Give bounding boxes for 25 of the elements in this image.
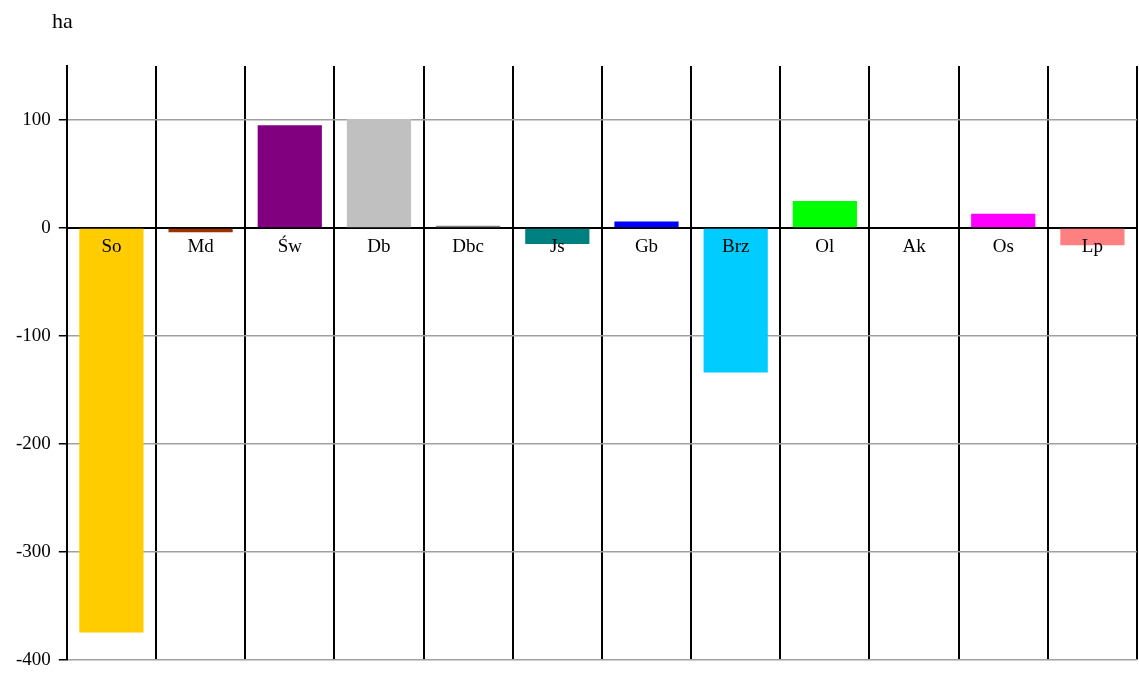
bar <box>614 221 679 228</box>
x-tick-label: Ak <box>902 235 927 257</box>
y-tick-label: 0 <box>41 215 51 237</box>
x-tick-label: Gb <box>634 235 659 257</box>
bar <box>971 213 1036 228</box>
x-tick-label: Dbc <box>452 235 484 257</box>
y-tick-label: -200 <box>16 431 51 453</box>
bar <box>257 125 322 228</box>
x-tick-label: Ol <box>815 235 835 257</box>
x-tick-label: Brz <box>721 235 750 257</box>
y-axis-title: ha <box>52 8 73 34</box>
y-tick-label: -300 <box>16 539 51 561</box>
y-tick-label: -100 <box>16 323 51 345</box>
x-tick-label: Św <box>277 235 303 257</box>
y-tick-label: -400 <box>16 647 51 669</box>
bar <box>703 228 768 373</box>
bar <box>792 200 857 228</box>
bar <box>79 228 144 633</box>
x-tick-label: Lp <box>1081 235 1103 257</box>
bar <box>346 118 412 228</box>
x-tick-label: So <box>101 235 122 257</box>
x-tick-label: Db <box>367 235 391 257</box>
x-tick-label: Md <box>187 235 215 257</box>
x-tick-label: Os <box>992 235 1014 257</box>
y-tick-label: 100 <box>22 107 51 129</box>
